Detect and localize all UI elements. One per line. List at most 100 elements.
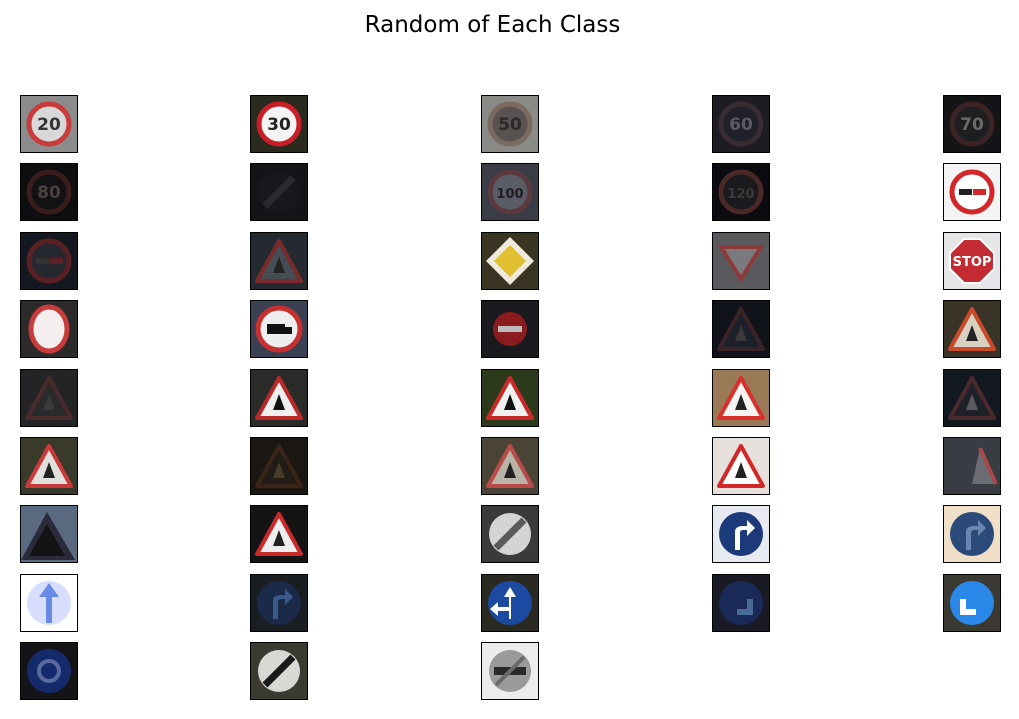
svg-text:STOP: STOP (953, 255, 992, 270)
sample-tile-double-curve (250, 369, 308, 427)
sample-image (944, 370, 1000, 426)
road-narrows-glyph (944, 370, 1000, 426)
sample-tile-general-caution (712, 300, 770, 358)
sample-tile-speed-limit-70: 70 (943, 95, 1001, 153)
children-crossing-glyph (713, 438, 769, 494)
svg-text:60: 60 (729, 115, 753, 135)
sample-image (251, 506, 307, 562)
end-no-passing-trucks-glyph (482, 643, 538, 699)
road-work-glyph (21, 438, 77, 494)
sample-image (944, 301, 1000, 357)
sample-image (21, 301, 77, 357)
sample-tile-speed-limit-80: 80 (20, 163, 78, 221)
sample-image (251, 575, 307, 631)
speed-limit-120-glyph: 120 (713, 164, 769, 220)
sample-image: 20 (21, 96, 77, 152)
sample-image (482, 370, 538, 426)
sample-tile-turn-right-ahead (712, 505, 770, 563)
svg-text:120: 120 (727, 187, 754, 202)
sample-tile-roundabout (20, 642, 78, 700)
speed-limit-100-glyph: 100 (482, 164, 538, 220)
sample-image (251, 438, 307, 494)
speed-limit-30-glyph: 30 (251, 96, 307, 152)
sample-image (251, 164, 307, 220)
svg-text:20: 20 (37, 115, 61, 135)
sample-tile-curve-right (20, 369, 78, 427)
sample-tile-speed-limit-50: 50 (481, 95, 539, 153)
turn-left-ahead-glyph (944, 506, 1000, 562)
sample-tile-no-entry (481, 300, 539, 358)
sample-tile-right-of-way (250, 232, 308, 290)
sample-tile-pedestrians (481, 437, 539, 495)
sample-image (713, 301, 769, 357)
sample-image (21, 643, 77, 699)
sample-image (713, 438, 769, 494)
sample-image (482, 643, 538, 699)
ahead-only-glyph (21, 575, 77, 631)
end-all-limits-glyph (482, 506, 538, 562)
sample-tile-no-passing-trucks (20, 232, 78, 290)
sample-tile-stop: STOP (943, 232, 1001, 290)
sample-tile-curve-left (943, 300, 1001, 358)
svg-text:100: 100 (496, 187, 523, 202)
speed-limit-60-glyph: 60 (713, 96, 769, 152)
bicycles-crossing-glyph (944, 438, 1000, 494)
speed-limit-80-glyph: 80 (21, 164, 77, 220)
bumpy-road-glyph (482, 370, 538, 426)
pedestrians-glyph (482, 438, 538, 494)
traffic-signals-glyph (251, 438, 307, 494)
go-straight-or-left-glyph (482, 575, 538, 631)
roundabout-glyph (21, 643, 77, 699)
slippery-road-glyph (713, 370, 769, 426)
stop-glyph: STOP (944, 233, 1000, 289)
go-straight-or-right-glyph (251, 575, 307, 631)
end-speed-limit-80-glyph (251, 164, 307, 220)
svg-text:80: 80 (37, 183, 61, 203)
sample-image (713, 506, 769, 562)
sample-image (482, 506, 538, 562)
keep-left-glyph (944, 575, 1000, 631)
right-of-way-glyph (251, 233, 307, 289)
sample-tile-slippery-road (712, 369, 770, 427)
keep-right-glyph (713, 575, 769, 631)
sample-tile-end-no-passing-trucks (481, 642, 539, 700)
sample-tile-end-all-limits (481, 505, 539, 563)
curve-left-glyph (944, 301, 1000, 357)
sample-image (21, 370, 77, 426)
sample-image: 60 (713, 96, 769, 152)
no-passing-trucks-glyph (21, 233, 77, 289)
sample-tile-no-vehicles (20, 300, 78, 358)
sample-tile-priority-road (481, 232, 539, 290)
sample-image (482, 233, 538, 289)
sample-tile-end-no-passing (250, 642, 308, 700)
sample-image (251, 643, 307, 699)
sample-tile-no-passing (943, 163, 1001, 221)
sample-image (251, 370, 307, 426)
sample-tile-turn-left-ahead (943, 505, 1001, 563)
sample-tile-go-straight-or-left (481, 574, 539, 632)
sample-tile-speed-limit-100: 100 (481, 163, 539, 221)
sample-tile-bumpy-road (481, 369, 539, 427)
svg-text:70: 70 (960, 115, 984, 135)
sample-image (21, 233, 77, 289)
sample-image (21, 438, 77, 494)
sample-image: STOP (944, 233, 1000, 289)
figure-title: Random of Each Class (364, 12, 621, 38)
sample-tile-keep-left (943, 574, 1001, 632)
yield-glyph (713, 233, 769, 289)
sample-tile-keep-right (712, 574, 770, 632)
sample-tile-speed-limit-30: 30 (250, 95, 308, 153)
sample-image (713, 575, 769, 631)
ice-snow-glyph (21, 506, 77, 562)
sample-image: 30 (251, 96, 307, 152)
sample-image (482, 575, 538, 631)
speed-limit-50-glyph: 50 (482, 96, 538, 152)
sample-image (944, 438, 1000, 494)
sample-image: 70 (944, 96, 1000, 152)
sample-image (944, 506, 1000, 562)
speed-limit-70-glyph: 70 (944, 96, 1000, 152)
sample-tile-road-work (20, 437, 78, 495)
svg-text:50: 50 (498, 115, 522, 135)
sample-tile-bicycles-crossing (943, 437, 1001, 495)
sample-image: 80 (21, 164, 77, 220)
